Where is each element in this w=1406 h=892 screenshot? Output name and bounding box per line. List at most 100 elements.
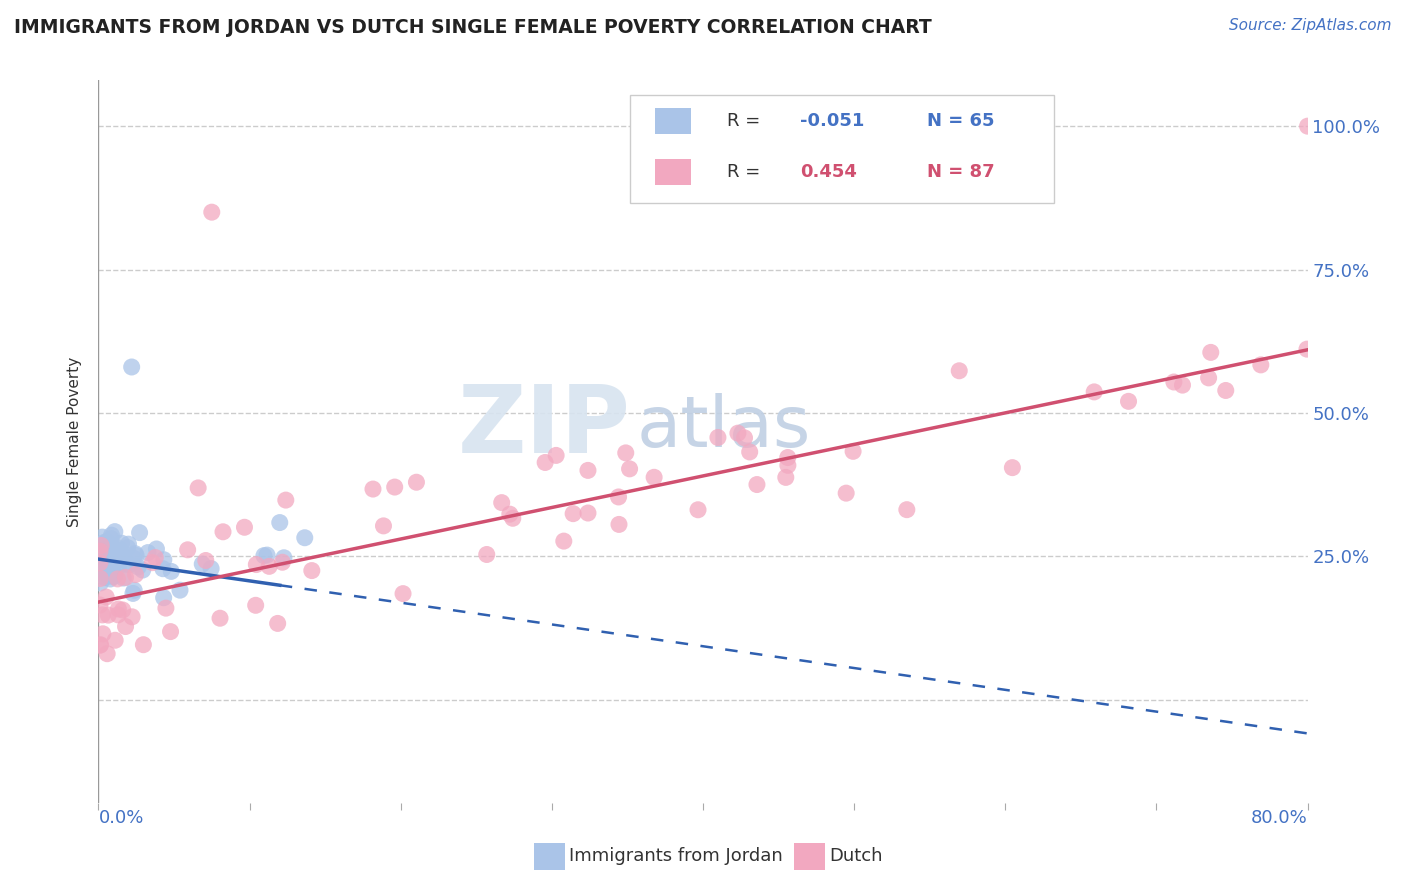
Point [124, 567, 146, 582]
Point [136, 545, 159, 559]
Text: R =: R = [727, 163, 766, 181]
Point [117, 537, 139, 551]
Point [361, 482, 384, 496]
Point [93, 558, 115, 572]
Point [114, 619, 136, 633]
Point [948, 364, 970, 378]
Point [100, 528, 122, 542]
Point [269, 516, 291, 530]
Point [89, 559, 111, 574]
Text: 80.0%: 80.0% [1251, 808, 1308, 827]
Point [707, 430, 730, 444]
Point [104, 568, 127, 582]
Point [103, 549, 125, 564]
Point [104, 524, 127, 539]
Point [176, 542, 198, 557]
Point [117, 541, 139, 555]
Point [114, 557, 136, 571]
Point [212, 524, 235, 539]
Point [842, 444, 865, 458]
Point [257, 559, 280, 574]
Point [100, 563, 122, 577]
Point [101, 569, 124, 583]
Point [118, 558, 141, 572]
Text: 0.454: 0.454 [800, 163, 856, 181]
Text: -0.051: -0.051 [800, 112, 865, 130]
Point [100, 544, 122, 558]
Point [1163, 375, 1185, 389]
Point [104, 568, 127, 582]
Point [1118, 394, 1140, 409]
FancyBboxPatch shape [655, 159, 690, 185]
Point [153, 552, 176, 566]
Point [256, 548, 278, 562]
Point [1198, 371, 1220, 385]
Point [835, 486, 858, 500]
Point [686, 502, 709, 516]
Point [201, 205, 224, 219]
Point [91, 627, 114, 641]
Point [294, 531, 316, 545]
Point [103, 569, 125, 583]
Point [108, 550, 131, 565]
Point [1250, 358, 1272, 372]
Point [128, 525, 150, 540]
Point [90, 549, 112, 563]
Point [607, 517, 630, 532]
Point [619, 462, 641, 476]
Point [502, 511, 524, 525]
Point [301, 564, 323, 578]
Point [152, 562, 174, 576]
Point [105, 541, 128, 555]
Point [1083, 384, 1105, 399]
Text: R =: R = [727, 112, 766, 130]
Point [104, 633, 127, 648]
Point [200, 561, 222, 575]
Point [122, 583, 145, 598]
Point [576, 463, 599, 477]
Point [114, 570, 136, 584]
Point [373, 519, 395, 533]
Point [475, 548, 498, 562]
Point [100, 532, 122, 546]
Point [562, 507, 585, 521]
Point [499, 507, 522, 521]
Point [253, 549, 276, 563]
Point [107, 572, 129, 586]
Point [94, 542, 117, 557]
Point [97, 568, 120, 582]
Point [105, 543, 128, 558]
Point [245, 558, 267, 572]
Point [643, 470, 665, 484]
Point [776, 458, 799, 473]
Point [896, 502, 918, 516]
Point [745, 477, 768, 491]
Point [546, 449, 568, 463]
Point [122, 586, 145, 600]
Text: ZIP: ZIP [457, 381, 630, 473]
Text: IMMIGRANTS FROM JORDAN VS DUTCH SINGLE FEMALE POVERTY CORRELATION CHART: IMMIGRANTS FROM JORDAN VS DUTCH SINGLE F… [14, 18, 932, 37]
Point [105, 554, 128, 568]
Point [107, 602, 129, 616]
Text: atlas: atlas [637, 392, 811, 461]
Point [392, 587, 415, 601]
Point [91, 607, 114, 622]
Point [534, 455, 557, 469]
Point [90, 638, 112, 652]
Point [98, 572, 121, 586]
FancyBboxPatch shape [655, 108, 690, 134]
Point [89, 556, 111, 570]
Y-axis label: Single Female Poverty: Single Female Poverty [67, 357, 83, 526]
Point [169, 583, 191, 598]
Point [96, 559, 118, 574]
Point [96, 534, 118, 549]
Point [141, 556, 163, 570]
Point [152, 591, 174, 605]
Text: N = 65: N = 65 [927, 112, 994, 130]
Point [132, 563, 155, 577]
Point [89, 572, 111, 586]
Point [112, 571, 135, 585]
Point [208, 611, 231, 625]
Point [233, 520, 256, 534]
Point [104, 543, 127, 558]
